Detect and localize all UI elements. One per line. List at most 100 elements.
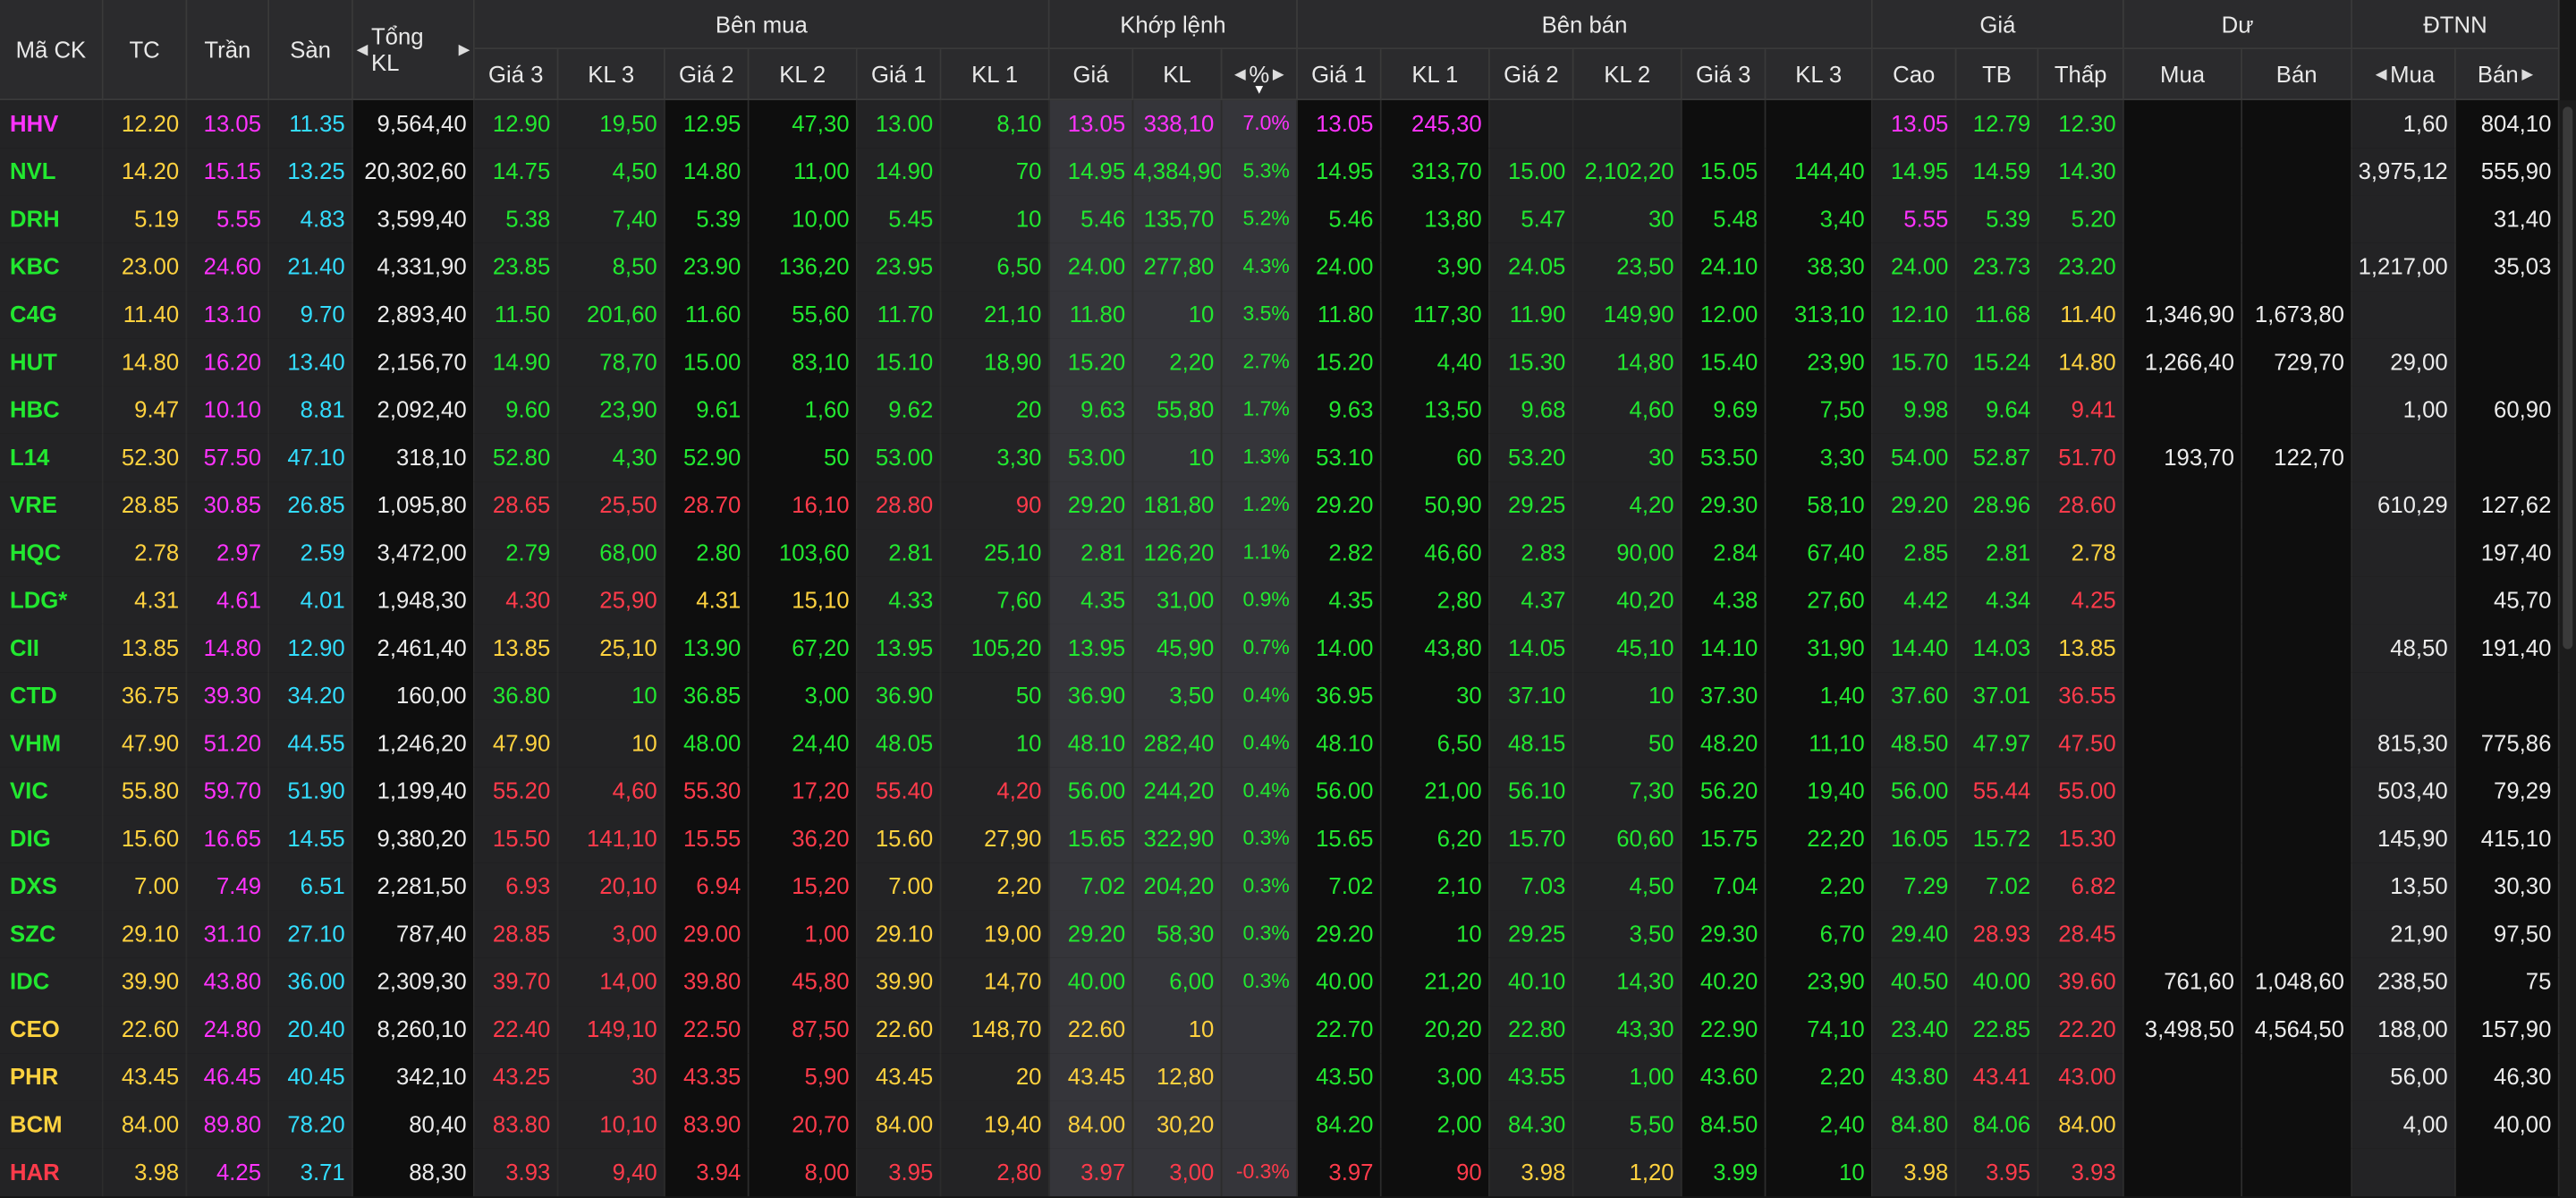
total-volume-cell: 342,10: [352, 1053, 475, 1101]
col-total-volume-header[interactable]: ◀ Tổng KL ▶: [352, 0, 475, 101]
table-row[interactable]: HBC 9.47 10.10 8.81 2,092,40 9.60 23,90 9.61 1,6…: [0, 386, 2576, 434]
table-row[interactable]: KBC 23.00 24.60 21.40 4,331,90 23.85 8,50 23.90…: [0, 242, 2576, 292]
caret-left-icon[interactable]: ◀: [2375, 64, 2387, 81]
table-row[interactable]: LDG* 4.31 4.61 4.01 1,948,30 4.30 25,90 4.31 15,…: [0, 576, 2576, 624]
symbol-cell[interactable]: VIC: [0, 767, 104, 816]
ask1-volume-cell: 90: [1381, 1148, 1490, 1197]
col-bid1-vol-header[interactable]: KL 1: [941, 49, 1050, 101]
table-row[interactable]: HAR 3.98 4.25 3.71 88,30 3.93 9,40 3.94 8,00 3.95…: [0, 1148, 2576, 1197]
table-row[interactable]: NVL 14.20 15.15 13.25 20,302,60 14.75 4,50 14.8…: [0, 148, 2576, 196]
table-row[interactable]: VHM 47.90 51.20 44.55 1,246,20 47.90 10 48.00 24…: [0, 719, 2576, 768]
col-ask3-price-header[interactable]: Giá 3: [1682, 49, 1767, 101]
table-row[interactable]: VRE 28.85 30.85 26.85 1,095,80 28.65 25,50 28.7…: [0, 481, 2576, 530]
total-volume-cell: 160,00: [352, 672, 475, 720]
symbol-cell[interactable]: HBC: [0, 386, 104, 434]
bid1-price-cell: 13.00: [857, 100, 942, 149]
col-ask1-price-header[interactable]: Giá 1: [1297, 49, 1382, 101]
col-ask3-vol-header[interactable]: KL 3: [1766, 49, 1873, 101]
col-foreign-buy-header[interactable]: ◀ Mua: [2352, 49, 2456, 101]
table-row[interactable]: HHV 12.20 13.05 11.35 9,564,40 12.90 19,50 12.9…: [0, 100, 2576, 149]
caret-left-icon[interactable]: ◀: [356, 39, 369, 57]
symbol-cell[interactable]: L14: [0, 433, 104, 482]
col-match-pct-header[interactable]: ◀% ▶ ▼: [1222, 49, 1298, 101]
col-remain-buy-header[interactable]: Mua: [2123, 49, 2243, 101]
caret-right-icon[interactable]: ▶: [1272, 64, 1284, 81]
table-row[interactable]: C4G 11.40 13.10 9.70 2,893,40 11.50 201,60 11.6…: [0, 291, 2576, 339]
matched-group: Khớp lệnh: [1049, 0, 1298, 50]
symbol-cell[interactable]: DXS: [0, 862, 104, 911]
table-row[interactable]: HUT 14.80 16.20 13.40 2,156,70 14.90 78,70 15.0…: [0, 338, 2576, 387]
symbol-cell[interactable]: DRH: [0, 195, 104, 243]
symbol-cell[interactable]: IDC: [0, 957, 104, 1007]
col-ref-header[interactable]: TC: [103, 0, 188, 101]
avg-price-cell: 15.72: [1956, 815, 2039, 863]
bid3-price-cell: 4.30: [474, 576, 559, 624]
caret-right-icon[interactable]: ▶: [458, 39, 470, 57]
symbol-cell[interactable]: NVL: [0, 148, 104, 196]
table-row[interactable]: L14 52.30 57.50 47.10 318,10 52.80 4,30 52.90 50…: [0, 433, 2576, 482]
scrollbar-thumb[interactable]: [2563, 106, 2573, 650]
price-group-label: Giá: [1979, 10, 2016, 38]
ref-price-cell: 52.30: [103, 433, 188, 482]
table-row[interactable]: CII 13.85 14.80 12.90 2,461,40 13.85 25,10 13.9…: [0, 624, 2576, 673]
table-row[interactable]: IDC 39.90 43.80 36.00 2,309,30 39.70 14,00 39.8…: [0, 957, 2576, 1007]
symbol-cell[interactable]: BCM: [0, 1100, 104, 1149]
col-bid3-price-header[interactable]: Giá 3: [474, 49, 559, 101]
table-row[interactable]: VIC 55.80 59.70 51.90 1,199,40 55.20 4,60 55.30…: [0, 767, 2576, 816]
symbol-cell[interactable]: CEO: [0, 1006, 104, 1054]
table-row[interactable]: DXS 7.00 7.49 6.51 2,281,50 6.93 20,10 6.94 15,2…: [0, 862, 2576, 911]
table-row[interactable]: DIG 15.60 16.65 14.55 9,380,20 15.50 141,10 15.…: [0, 815, 2576, 863]
symbol-cell[interactable]: CTD: [0, 672, 104, 720]
ceiling-price-cell: 14.80: [187, 624, 270, 673]
symbol-cell[interactable]: C4G: [0, 291, 104, 339]
table-row[interactable]: PHR 43.45 46.45 40.45 342,10 43.25 30 43.35 5,90…: [0, 1053, 2576, 1101]
col-symbol-header[interactable]: Mã CK: [0, 0, 104, 101]
col-foreign-sell-header[interactable]: Bán ▶: [2455, 49, 2560, 101]
foreign-buy-cell: 188,00: [2352, 1006, 2456, 1054]
symbol-cell[interactable]: CII: [0, 624, 104, 673]
col-remain-sell-header[interactable]: Bán: [2242, 49, 2353, 101]
caret-right-icon[interactable]: ▶: [2521, 64, 2534, 81]
col-high-header[interactable]: Cao: [1872, 49, 1957, 101]
table-row[interactable]: CEO 22.60 24.80 20.40 8,260,10 22.40 149,10 22.…: [0, 1006, 2576, 1054]
table-row[interactable]: CTD 36.75 39.30 34.20 160,00 36.80 10 36.85 3,00…: [0, 672, 2576, 720]
table-row[interactable]: BCM 84.00 89.80 78.20 80,40 83.80 10,10 83.90 20…: [0, 1100, 2576, 1149]
col-avg-header[interactable]: TB: [1956, 49, 2039, 101]
ref-price-cell: 2.78: [103, 529, 188, 577]
vertical-scrollbar[interactable]: [2559, 100, 2576, 1198]
col-bid2-price-header[interactable]: Giá 2: [665, 49, 750, 101]
table-row[interactable]: SZC 29.10 31.10 27.10 787,40 28.85 3,00 29.00 1,…: [0, 910, 2576, 958]
col-low-header[interactable]: Thấp: [2038, 49, 2124, 101]
remain-group: Dư: [2123, 0, 2353, 50]
symbol-cell[interactable]: HUT: [0, 338, 104, 387]
col-bid1-price-header[interactable]: Giá 1: [857, 49, 942, 101]
col-ceiling-header[interactable]: Trần: [187, 0, 270, 101]
symbol-cell[interactable]: PHR: [0, 1053, 104, 1101]
symbol-cell[interactable]: VHM: [0, 719, 104, 768]
col-match-vol-header[interactable]: KL: [1133, 49, 1223, 101]
symbol-cell[interactable]: KBC: [0, 242, 104, 292]
symbol-cell[interactable]: LDG*: [0, 576, 104, 624]
col-ask2-vol-header[interactable]: KL 2: [1573, 49, 1682, 101]
table-row[interactable]: DRH 5.19 5.55 4.83 3,599,40 5.38 7,40 5.39 10,00…: [0, 195, 2576, 243]
col-bid2-vol-header[interactable]: KL 2: [749, 49, 858, 101]
match-change-pct-cell: 5.3%: [1222, 148, 1298, 196]
col-ask1-vol-header[interactable]: KL 1: [1381, 49, 1490, 101]
symbol-cell[interactable]: SZC: [0, 910, 104, 958]
ask2-price-cell: 29.25: [1489, 481, 1574, 530]
symbol-cell[interactable]: HAR: [0, 1148, 104, 1197]
symbol-cell[interactable]: HQC: [0, 529, 104, 577]
col-bid3-vol-header[interactable]: KL 3: [558, 49, 665, 101]
caret-left-icon[interactable]: ◀: [1233, 64, 1246, 81]
ask3-price-cell: 12.00: [1682, 291, 1767, 339]
symbol-cell[interactable]: DIG: [0, 815, 104, 863]
col-match-price-header[interactable]: Giá: [1049, 49, 1134, 101]
col-ask2-price-header[interactable]: Giá 2: [1489, 49, 1574, 101]
ask2-price-cell: 29.25: [1489, 910, 1574, 958]
col-floor-header[interactable]: Sàn: [269, 0, 353, 101]
symbol-cell[interactable]: VRE: [0, 481, 104, 530]
avg-price-cell: 55.44: [1956, 767, 2039, 816]
table-row[interactable]: HQC 2.78 2.97 2.59 3,472,00 2.79 68,00 2.80 103,…: [0, 529, 2576, 577]
symbol-cell[interactable]: HHV: [0, 100, 104, 149]
ref-price-cell: 7.00: [103, 862, 188, 911]
